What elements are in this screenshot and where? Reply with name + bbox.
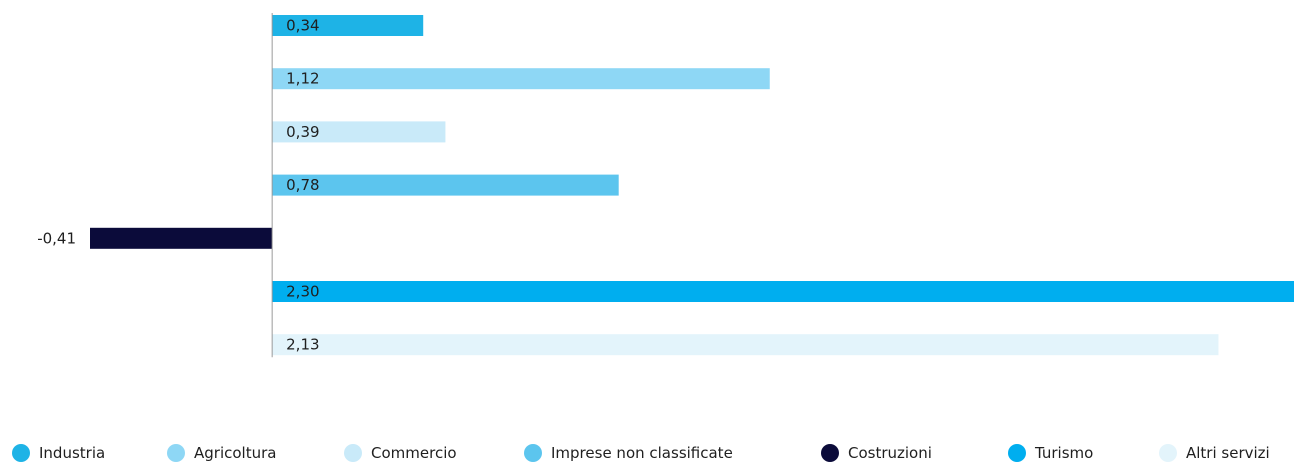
value-labels-layer: 0,34 1,12 0,39 0,78 -0,41 2,30 2,13 bbox=[37, 17, 319, 354]
legend-marker-costruzioni bbox=[821, 444, 839, 462]
legend-marker-industria bbox=[12, 444, 30, 462]
legend-marker-agricoltura bbox=[167, 444, 185, 462]
bar-imprese-non-classificate bbox=[272, 174, 619, 196]
bar-agricoltura bbox=[272, 68, 770, 90]
bar-altri-servizi bbox=[272, 334, 1219, 356]
legend-label-commercio: Commercio bbox=[371, 444, 457, 462]
data-label-costruzioni: -0,41 bbox=[37, 229, 76, 247]
data-label-altri-servizi: 2,13 bbox=[286, 336, 319, 354]
data-label-imprese-non-classificate: 0,78 bbox=[286, 176, 319, 194]
bar-commercio bbox=[272, 121, 446, 143]
legend-marker-altri-servizi bbox=[1159, 444, 1177, 462]
bar-costruzioni bbox=[90, 227, 273, 249]
data-label-agricoltura: 1,12 bbox=[286, 70, 319, 88]
legend-marker-turismo bbox=[1008, 444, 1026, 462]
legend-label-costruzioni: Costruzioni bbox=[848, 444, 932, 462]
legend-label-turismo: Turismo bbox=[1034, 444, 1093, 462]
data-label-turismo: 2,30 bbox=[286, 283, 319, 301]
legend-label-industria: Industria bbox=[39, 444, 105, 462]
bar-turismo bbox=[272, 281, 1294, 302]
legend-label-agricoltura: Agricoltura bbox=[194, 444, 276, 462]
bars-layer bbox=[90, 15, 1294, 356]
legend-label-imprese-non-classificate: Imprese non classificate bbox=[551, 444, 733, 462]
bar-industria bbox=[272, 15, 424, 36]
legend-marker-imprese-non-classificate bbox=[524, 444, 542, 462]
data-label-commercio: 0,39 bbox=[286, 123, 319, 141]
legend: Industria Agricoltura Commercio Imprese non… bbox=[12, 444, 1270, 462]
legend-label-altri-servizi: Altri servizi bbox=[1186, 444, 1270, 462]
legend-marker-commercio bbox=[344, 444, 362, 462]
data-label-industria: 0,34 bbox=[286, 17, 319, 35]
